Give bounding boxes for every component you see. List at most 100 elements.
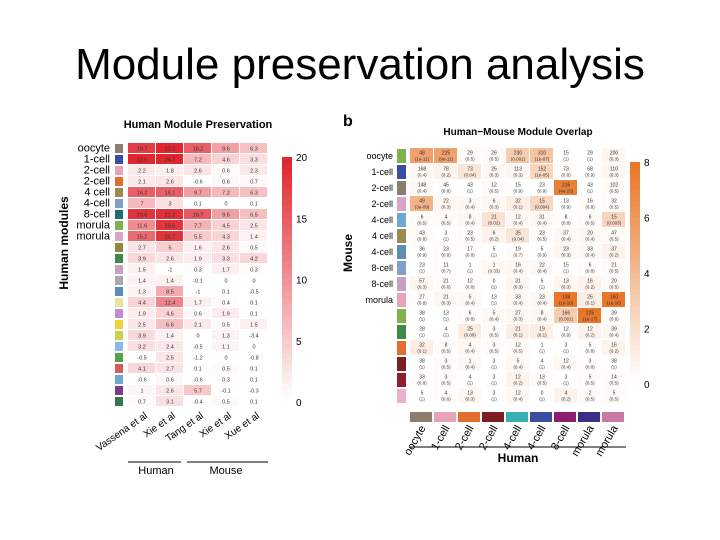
heatmap-cell-value: 8.5 [166,290,174,296]
heatmap-cell-value: 22.6 [137,158,148,164]
overlap-cell [506,180,529,195]
overlap-count: 15 [515,183,521,189]
heatmap-cell-value: 9.6 [222,147,230,153]
overlap-cell [434,180,457,195]
heatmap-cell [240,231,267,241]
overlap-pvalue: (1) [443,333,449,338]
overlap-count: 5 [493,311,496,317]
overlap-pvalue: (0.1) [513,205,523,210]
heatmap-cell [240,242,267,252]
overlap-count: 22 [539,263,545,269]
overlap-cell [530,180,553,195]
overlap-pvalue: (0.8) [585,205,595,210]
heatmap-cell-value: 2.6 [166,180,174,186]
heatmap-cell [184,319,211,329]
overlap-pvalue: (1e-07) [535,157,550,162]
heatmap-cell [240,143,267,153]
overlap-cell [578,212,601,227]
overlap-count: 38 [419,359,425,365]
heatmap-cell-value: 0.6 [194,312,202,318]
overlap-count: 57 [419,279,425,285]
colorbar-segment [630,173,640,180]
row-label: 8-cell [84,209,110,221]
overlap-pvalue: (0.4) [489,317,499,322]
overlap-pvalue: (0.3) [489,173,499,178]
heatmap-cell-value: 3.2 [138,345,146,351]
overlap-pvalue: (0.3) [561,285,571,290]
overlap-cell [578,276,601,291]
overlap-count: 0 [493,279,496,285]
heatmap-cell [240,264,267,274]
overlap-cell [554,148,577,163]
overlap-pvalue: (0.4) [585,253,595,258]
heatmap-cell [212,220,239,230]
overlap-pvalue: (1) [563,349,569,354]
heatmap-cell-value: 11.6 [137,224,147,230]
colorbar-tick-label: 4 [644,269,650,280]
overlap-count: 43 [587,183,593,189]
overlap-count: 6 [493,231,496,237]
overlap-pvalue: (0.9) [537,253,547,258]
overlap-pvalue: (1) [539,397,545,402]
overlap-pvalue: (1e-05) [535,173,550,178]
overlap-pvalue: (1e-11) [415,157,430,162]
heatmap-cell-value: -1 [168,268,173,274]
heatmap-cell-value: 0.1 [250,312,258,318]
heatmap-cell [212,154,239,164]
row-label: morula [76,220,111,232]
overlap-pvalue: (1) [419,317,425,322]
overlap-cell [602,308,625,323]
overlap-count: 25 [587,295,593,301]
overlap-cell [602,196,625,211]
overlap-count: 43 [467,183,473,189]
heatmap-cell [240,352,267,362]
overlap-pvalue: (0.5) [609,189,619,194]
overlap-pvalue: (0.3) [609,173,619,178]
heatmap-cell [128,319,155,329]
heatmap-cell [212,187,239,197]
overlap-cell [554,372,577,387]
heatmap-cell [184,231,211,241]
overlap-count: 3 [589,359,592,365]
overlap-count: 31 [539,215,545,221]
heatmap-cell [156,319,183,329]
overlap-count: 6 [469,311,472,317]
heatmap-cell [240,198,267,208]
overlap-cell [410,324,433,339]
row-label: 4-cell [371,247,393,257]
overlap-pvalue: (0.3) [441,205,451,210]
heatmap-cell [128,154,155,164]
overlap-pvalue: (0.5) [609,397,619,402]
heatmap-cell [156,374,183,384]
heatmap-cell [156,352,183,362]
heatmap-cell-value: 2.6 [194,169,202,175]
panel-a-human-module-preservation: Human Module Preservation Human modules oo… [57,119,308,477]
row-color-swatch [115,265,123,274]
colorbar-segment [282,187,292,195]
overlap-cell [458,372,481,387]
overlap-count: 13 [491,295,497,301]
overlap-count: 12 [563,327,569,333]
heatmap-cell-value: 0.6 [166,378,174,384]
overlap-count: 110 [610,167,618,173]
overlap-cell [554,228,577,243]
heatmap-cell-value: 0.3 [250,268,258,274]
overlap-pvalue: (0.9) [417,253,427,258]
overlap-count: 20 [611,279,617,285]
panel-a-title: Human Module Preservation [124,119,273,131]
overlap-count: 48 [419,151,425,157]
heatmap-cell-value: 20.6 [165,224,176,230]
overlap-pvalue: (0.6) [561,173,571,178]
overlap-cell [602,180,625,195]
heatmap-cell [184,385,211,395]
heatmap-cell [184,396,211,406]
overlap-cell [530,244,553,259]
panel-b-y-axis-label: Mouse [341,234,355,272]
heatmap-cell-value: -0.1 [193,279,202,285]
overlap-count: 23 [419,263,425,269]
heatmap-cell-value: -3.4 [249,334,258,340]
colorbar-segment [630,184,640,191]
heatmap-cell [184,308,211,318]
heatmap-cell [128,198,155,208]
row-color-swatch [397,197,406,211]
